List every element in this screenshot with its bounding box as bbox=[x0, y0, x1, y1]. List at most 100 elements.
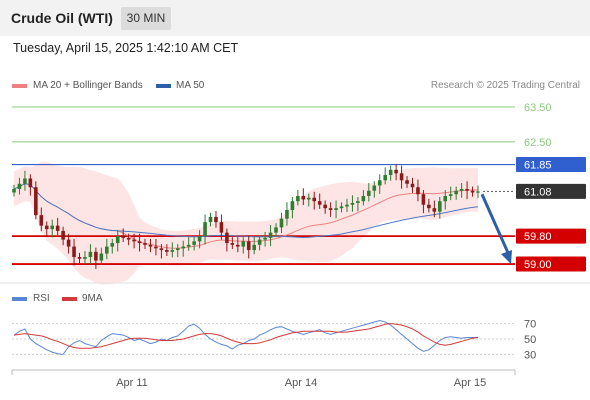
current-level-label: 61.08 bbox=[524, 186, 552, 198]
x-tick-label: Apr 15 bbox=[454, 377, 486, 389]
candle-body bbox=[465, 188, 469, 191]
rsi-ma-line bbox=[13, 323, 479, 349]
candle-body bbox=[225, 232, 229, 244]
candle-body bbox=[476, 191, 480, 193]
candle-body bbox=[241, 241, 246, 247]
candle-body bbox=[39, 215, 44, 226]
current-level-box bbox=[516, 183, 586, 199]
candle-body bbox=[388, 169, 393, 176]
candle-body bbox=[23, 178, 27, 184]
support-level-label: 59.80 bbox=[524, 231, 552, 243]
rsi-tick-label: 30 bbox=[524, 349, 536, 361]
candle-body bbox=[459, 188, 464, 191]
candle-body bbox=[296, 195, 300, 202]
rsi-tick-label: 50 bbox=[524, 334, 536, 346]
candle-body bbox=[432, 208, 437, 212]
candle-body bbox=[448, 194, 453, 196]
candle-body bbox=[115, 236, 120, 244]
candle-body bbox=[230, 243, 235, 245]
candle-body bbox=[203, 222, 207, 237]
x-tick-label: Apr 11 bbox=[116, 377, 148, 389]
candle-body bbox=[148, 244, 153, 247]
candle-body bbox=[105, 246, 109, 254]
candle-body bbox=[334, 208, 338, 210]
candle-body bbox=[257, 239, 262, 245]
resistance-level-label: 63.50 bbox=[524, 102, 552, 114]
candle-body bbox=[44, 225, 49, 230]
candle-body bbox=[197, 236, 202, 242]
candle-body bbox=[405, 180, 409, 184]
candle-body bbox=[219, 222, 224, 233]
candle-body bbox=[470, 190, 475, 193]
candle-body bbox=[181, 246, 186, 249]
candle-body bbox=[372, 185, 377, 191]
resistance-level-label: 62.50 bbox=[524, 137, 552, 149]
candle-body bbox=[410, 183, 415, 188]
support-level-label: 59.00 bbox=[524, 259, 552, 271]
candle-body bbox=[72, 246, 76, 258]
candle-body bbox=[367, 190, 371, 196]
candle-body bbox=[317, 201, 322, 205]
ma50-legend-swatch bbox=[156, 84, 171, 88]
candle-body bbox=[356, 201, 360, 203]
candle-body bbox=[94, 251, 98, 261]
candle-body bbox=[143, 243, 147, 245]
instrument-title: Crude Oil (WTI) bbox=[11, 10, 113, 26]
candle-body bbox=[55, 225, 60, 231]
forecast-arrow-head bbox=[501, 250, 512, 265]
candle-body bbox=[290, 201, 295, 210]
rsi-legend-swatch bbox=[12, 297, 27, 301]
ma50-legend-label: MA 50 bbox=[176, 80, 205, 91]
title-bar bbox=[0, 0, 590, 36]
support-level-box bbox=[516, 256, 586, 272]
candle-body bbox=[110, 243, 115, 247]
candle-body bbox=[208, 216, 213, 223]
candle-body bbox=[137, 241, 142, 244]
candle-body bbox=[159, 248, 164, 251]
x-tick-label: Apr 14 bbox=[285, 377, 317, 389]
candle-body bbox=[345, 204, 349, 207]
timeframe-button[interactable]: 30 MIN bbox=[121, 7, 171, 30]
candle-body bbox=[274, 227, 278, 233]
candle-body bbox=[170, 250, 175, 252]
candle-body bbox=[154, 246, 158, 249]
candle-body bbox=[427, 204, 431, 209]
support-level-box bbox=[516, 228, 586, 244]
candle-body bbox=[361, 195, 366, 202]
candle-body bbox=[279, 218, 284, 228]
ma20-legend-swatch bbox=[12, 84, 27, 88]
candle-body bbox=[17, 183, 22, 189]
candle-body bbox=[416, 187, 420, 195]
rsi-tick-label: 70 bbox=[524, 319, 536, 331]
candle-body bbox=[437, 201, 442, 212]
candle-body bbox=[394, 169, 398, 174]
candle-body bbox=[443, 195, 448, 202]
candle-body bbox=[399, 173, 404, 181]
rsi-ma-legend-label: 9MA bbox=[82, 293, 103, 304]
candle-body bbox=[12, 188, 16, 193]
candle-body bbox=[28, 178, 33, 188]
candle-body bbox=[252, 244, 256, 251]
candle-body bbox=[328, 208, 333, 210]
rsi-line bbox=[13, 319, 478, 355]
candle-body bbox=[454, 190, 458, 195]
candle-body bbox=[323, 204, 327, 209]
candle-body bbox=[214, 216, 218, 223]
candle-body bbox=[83, 257, 87, 259]
candle-body bbox=[175, 248, 180, 251]
copyright-text: Research © 2025 Trading Central bbox=[430, 80, 580, 91]
candle-body bbox=[421, 194, 426, 205]
candle-body bbox=[88, 251, 93, 258]
candle-body bbox=[132, 239, 136, 242]
candle-body bbox=[339, 206, 344, 209]
bollinger-band bbox=[14, 161, 478, 285]
candle-body bbox=[377, 180, 382, 186]
candle-body bbox=[285, 209, 289, 219]
candle-body bbox=[236, 244, 240, 247]
candle-body bbox=[61, 230, 65, 240]
candle-body bbox=[50, 225, 55, 230]
candle-body bbox=[268, 232, 273, 238]
pivot-level-label: 61.85 bbox=[524, 160, 552, 172]
candle-body bbox=[246, 241, 251, 251]
